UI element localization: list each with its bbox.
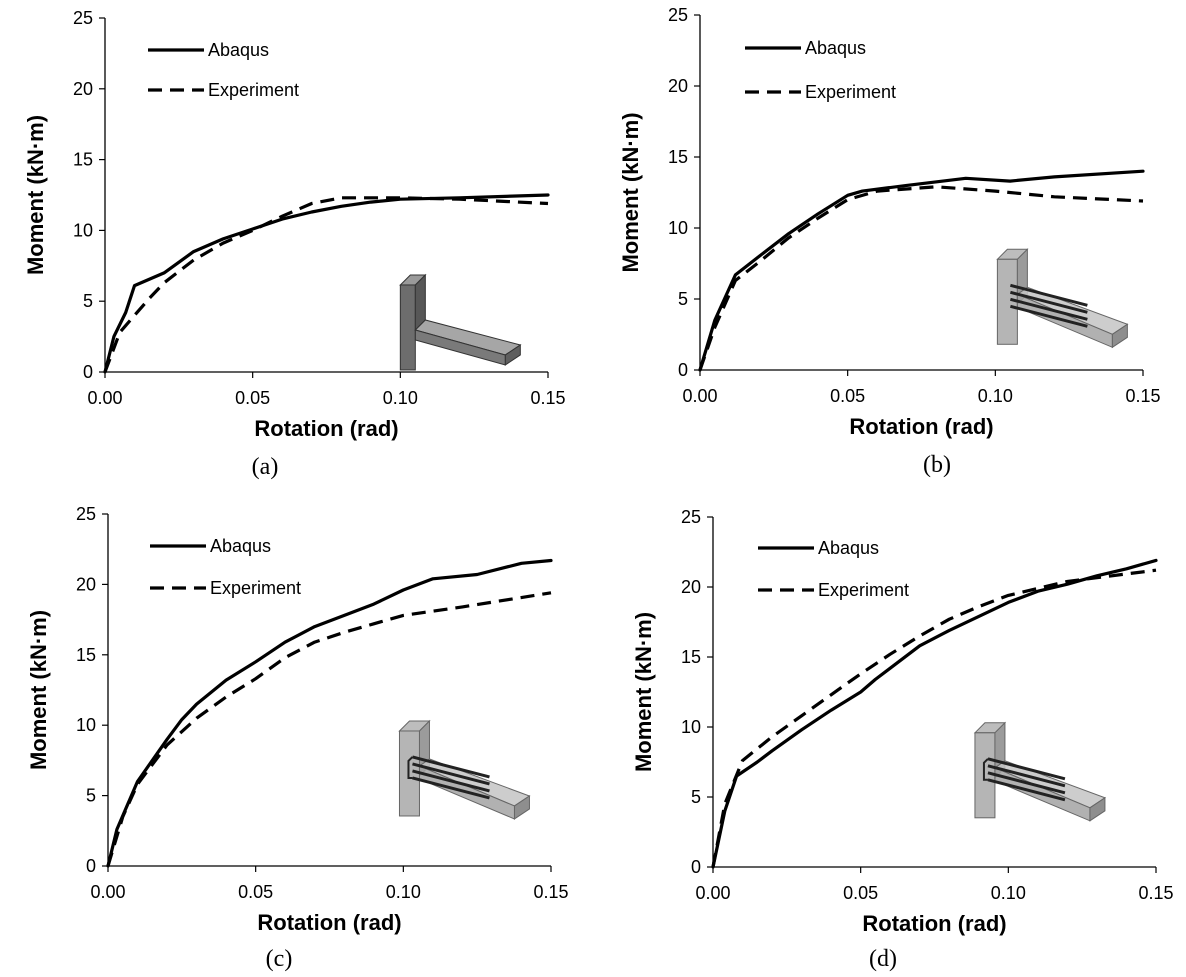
legend-label: Experiment bbox=[210, 578, 301, 598]
y-tick-label: 15 bbox=[73, 150, 93, 170]
y-tick-label: 5 bbox=[678, 289, 688, 309]
inset-model-icon bbox=[973, 721, 1107, 822]
y-tick-label: 25 bbox=[76, 504, 96, 524]
y-tick-label: 25 bbox=[681, 507, 701, 527]
x-axis-title: Rotation (rad) bbox=[257, 910, 401, 935]
x-axis-title: Rotation (rad) bbox=[849, 414, 993, 439]
y-tick-label: 25 bbox=[73, 8, 93, 28]
x-tick-label: 0.10 bbox=[383, 388, 418, 408]
abaqus-series-line bbox=[106, 558, 553, 868]
panel-label: (a) bbox=[252, 454, 279, 480]
experiment-series-line bbox=[711, 568, 1157, 868]
y-tick-label: 5 bbox=[691, 787, 701, 807]
y-tick-label: 20 bbox=[681, 577, 701, 597]
panel-label: (c) bbox=[266, 946, 293, 972]
legend-label: Experiment bbox=[208, 80, 299, 100]
y-axis-title: Moment (kN·m) bbox=[26, 610, 51, 770]
y-axis-title: Moment (kN·m) bbox=[618, 112, 643, 272]
x-tick-label: 0.00 bbox=[682, 386, 717, 406]
abaqus-series-line bbox=[103, 193, 550, 374]
legend-label: Experiment bbox=[805, 82, 896, 102]
legend-label: Abaqus bbox=[210, 536, 271, 556]
y-axis-title: Moment (kN·m) bbox=[631, 612, 656, 772]
inset-model-icon bbox=[398, 719, 531, 820]
inset-model-icon bbox=[996, 248, 1129, 349]
y-tick-label: 10 bbox=[76, 715, 96, 735]
x-tick-label: 0.05 bbox=[235, 388, 270, 408]
experiment-series-line bbox=[103, 196, 549, 373]
abaqus-series-line bbox=[711, 558, 1158, 869]
y-tick-label: 20 bbox=[668, 76, 688, 96]
y-tick-label: 5 bbox=[86, 786, 96, 806]
experiment-series-line bbox=[698, 185, 1144, 371]
y-tick-label: 10 bbox=[668, 218, 688, 238]
x-tick-label: 0.05 bbox=[843, 883, 878, 903]
y-tick-label: 5 bbox=[83, 291, 93, 311]
y-tick-label: 25 bbox=[668, 5, 688, 25]
x-tick-label: 0.10 bbox=[991, 883, 1026, 903]
inset-model-icon bbox=[399, 273, 522, 371]
x-tick-label: 0.15 bbox=[530, 388, 565, 408]
x-axis-title: Rotation (rad) bbox=[254, 416, 398, 441]
y-tick-label: 0 bbox=[678, 360, 688, 380]
abaqus-series-line bbox=[698, 169, 1145, 372]
y-tick-label: 20 bbox=[76, 574, 96, 594]
x-tick-label: 0.05 bbox=[238, 882, 273, 902]
x-tick-label: 0.10 bbox=[978, 386, 1013, 406]
y-tick-label: 15 bbox=[681, 647, 701, 667]
panel-label: (d) bbox=[869, 946, 897, 972]
x-tick-label: 0.10 bbox=[386, 882, 421, 902]
legend: Abaqus Experiment bbox=[745, 38, 896, 102]
chart-panel: 0 5 10 15 20 25 0.00 0.05 0.10 0.15 Rotation (rad)… bbox=[631, 507, 1174, 972]
y-tick-label: 0 bbox=[691, 857, 701, 877]
chart-panel: 0 5 10 15 20 25 0.00 0.05 0.10 0.15 Rotation (rad)… bbox=[618, 5, 1161, 478]
legend-label: Abaqus bbox=[208, 40, 269, 60]
y-tick-label: 20 bbox=[73, 79, 93, 99]
x-tick-label: 0.15 bbox=[1125, 386, 1160, 406]
legend-label: Experiment bbox=[818, 580, 909, 600]
x-tick-label: 0.15 bbox=[533, 882, 568, 902]
y-tick-label: 10 bbox=[73, 220, 93, 240]
chart-panel: 0 5 10 15 20 25 0.00 0.05 0.10 0.15 Rotation (rad)… bbox=[26, 504, 569, 972]
legend: Abaqus Experiment bbox=[758, 538, 909, 600]
x-tick-label: 0.05 bbox=[830, 386, 865, 406]
panel-label: (b) bbox=[923, 452, 951, 478]
experiment-series-line bbox=[106, 591, 552, 867]
chart-panel: 0 5 10 15 20 25 0.00 0.05 0.10 0.15 Rotation (rad)… bbox=[23, 8, 566, 480]
y-tick-label: 0 bbox=[86, 856, 96, 876]
x-tick-label: 0.00 bbox=[90, 882, 125, 902]
x-tick-label: 0.00 bbox=[695, 883, 730, 903]
y-axis-title: Moment (kN·m) bbox=[23, 115, 48, 275]
y-tick-label: 10 bbox=[681, 717, 701, 737]
legend-label: Abaqus bbox=[805, 38, 866, 58]
x-tick-label: 0.15 bbox=[1138, 883, 1173, 903]
x-axis-title: Rotation (rad) bbox=[862, 911, 1006, 936]
legend-label: Abaqus bbox=[818, 538, 879, 558]
y-tick-label: 0 bbox=[83, 362, 93, 382]
y-tick-label: 15 bbox=[76, 645, 96, 665]
x-tick-label: 0.00 bbox=[87, 388, 122, 408]
legend: Abaqus Experiment bbox=[150, 536, 301, 598]
legend: Abaqus Experiment bbox=[148, 40, 299, 100]
y-tick-label: 15 bbox=[668, 147, 688, 167]
